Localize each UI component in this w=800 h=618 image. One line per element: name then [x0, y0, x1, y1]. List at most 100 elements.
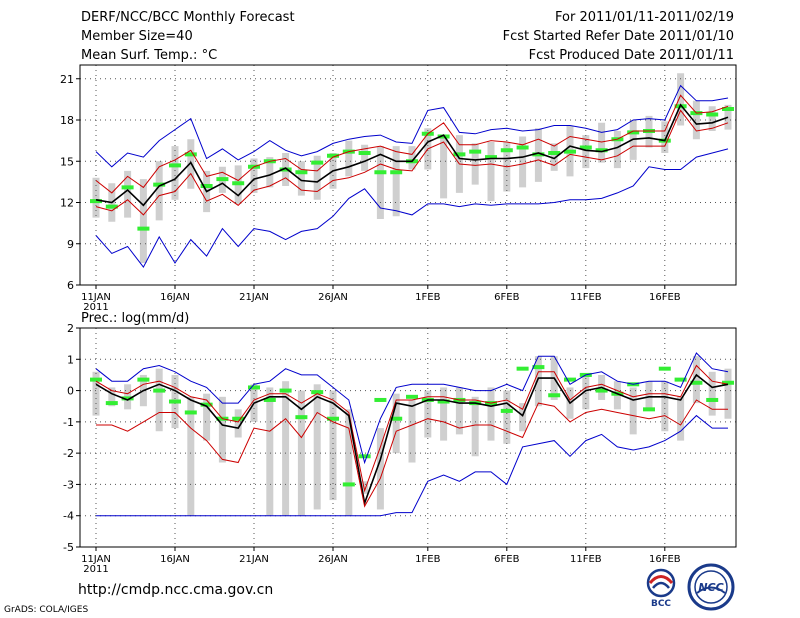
panel-1-x-tick-label: 6FEB: [494, 292, 519, 303]
panel-2-ensemble-marker: [674, 377, 687, 382]
source-url[interactable]: http://cmdp.ncc.cma.gov.cn: [78, 582, 274, 598]
panel-2-spread-bar: [661, 381, 669, 432]
panel-1-x-tick-label: 16JAN: [160, 292, 190, 303]
panel-2-ensemble-marker: [200, 402, 213, 407]
panel-1-ensemble-marker: [295, 170, 308, 175]
panel-1-ensemble-marker: [390, 170, 403, 175]
panel-2-ensemble-marker: [248, 385, 260, 390]
panel-1-spread-bar: [345, 140, 353, 177]
panel-2-spread-bar: [187, 396, 195, 516]
panel-1-spread-bar: [171, 146, 179, 200]
panel-1-ensemble-marker: [516, 145, 529, 150]
panel-1-spread-bar: [92, 177, 100, 218]
panel-2-upper-line: [95, 364, 729, 493]
panel-1-ensemble-marker: [374, 170, 387, 175]
panel-2-ensemble-marker: [342, 482, 355, 487]
panel-1-ensemble-marker: [200, 184, 213, 188]
panel-2-spread-bar: [234, 409, 242, 438]
panel-1-y-tick-label: 12: [60, 197, 74, 210]
panel-1-ensemble-marker: [279, 167, 292, 172]
panel-2-ensemble-marker: [279, 388, 292, 393]
panel-2-spread-bar: [503, 390, 511, 444]
panel-1-ensemble-marker: [627, 130, 640, 135]
panel-1-ensemble-marker: [453, 152, 466, 157]
panel-1-x-tick-label: 11FEB: [570, 292, 602, 303]
panel-1-ensemble-marker: [722, 107, 734, 111]
panel-2-ensemble-marker: [690, 380, 703, 385]
panel-2-frame: [79, 327, 737, 548]
panel-2-spread-bar: [361, 481, 369, 494]
bcc-logo-text: BCC: [651, 599, 671, 608]
panel-2-spread-bar: [708, 371, 716, 416]
panel-1-ensemble-marker: [706, 112, 719, 117]
panel-1-ensemble-marker: [327, 153, 339, 158]
panel-2-spread-bar: [313, 384, 321, 510]
panel-2-x-tick-label: 6FEB: [494, 554, 519, 565]
panel-2-y-tick-label: -2: [63, 447, 74, 460]
panel-1-spread-bar: [361, 144, 369, 171]
panel-1-ensemble-marker: [232, 181, 245, 186]
member-size: Member Size=40: [81, 29, 193, 44]
panel-2-y-tick-label: -1: [63, 416, 74, 429]
panel-1-y-tick-label: 15: [60, 155, 74, 168]
panel-2-ensemble-marker: [406, 394, 418, 399]
panel-2-ensemble-marker: [706, 397, 719, 402]
panel-1-ensemble-marker: [216, 177, 229, 182]
panel-1-spread-bar: [724, 104, 732, 130]
panel-2-mean-line: [95, 373, 729, 507]
panel-2-spread-bar: [519, 403, 527, 432]
panel-1-spread-bar: [487, 142, 495, 202]
panel-2-ensemble-marker: [311, 390, 324, 395]
panel-2-x-tick-label: 1FEB: [415, 554, 440, 565]
grads-credit: GrADS: COLA/IGES: [4, 605, 89, 615]
panel-1-ensemble-marker: [137, 226, 150, 231]
panel-2-y-tick-label: 1: [67, 353, 74, 366]
panel-2-y-tick-label: 2: [67, 322, 74, 335]
panel-2-x-tick-label: 11JAN: [81, 554, 111, 565]
panel-1-ensemble-marker: [548, 151, 561, 155]
panel-1-ensemble-marker: [105, 204, 118, 209]
panel-1-x-tick-label: 26JAN: [318, 292, 348, 303]
panel-2-ensemble-marker: [232, 416, 245, 421]
panel-2-ensemble-marker: [595, 388, 608, 393]
panel-2-spread-bar: [408, 399, 416, 463]
panel-1-y-tick-label: 21: [60, 73, 74, 86]
panel-2-ensemble-marker: [90, 377, 102, 382]
panel-1-spread-bar: [313, 155, 321, 200]
panel-1-spread-bar: [376, 146, 384, 219]
ncc-logo-text: NCC: [698, 581, 723, 594]
panel-2-ensemble-marker: [437, 399, 450, 404]
panel-1-ensemble-marker: [121, 185, 134, 190]
panel-2-spread-bar: [677, 396, 685, 441]
panel-1-ensemble-marker: [153, 182, 166, 187]
panel-2-ensemble-marker: [327, 416, 339, 421]
panel-1-spread-bar: [661, 121, 669, 153]
panel-2-ensemble-marker: [137, 377, 150, 382]
panel-2-year-label: 2011: [83, 564, 108, 575]
panel-1-spread-bar: [139, 179, 147, 263]
panel-1-max-line: [95, 84, 729, 168]
panel-1-year-label: 2011: [83, 302, 108, 313]
panel-2-y-tick-label: 0: [67, 385, 74, 398]
panel-2-min-line: [96, 414, 728, 517]
panel-2-spread-bar: [424, 390, 432, 438]
panel-2-x-tick-label: 16FEB: [649, 554, 681, 565]
chart-title: DERF/NCC/BCC Monthly Forecast: [81, 10, 295, 25]
panel-1-ensemble-marker: [311, 160, 324, 165]
panel-1-ensemble-marker: [579, 145, 592, 150]
panel-2-ensemble-marker: [153, 388, 166, 393]
panel-2-spread-bar: [203, 393, 211, 441]
panel-2-ensemble-marker: [184, 410, 197, 415]
panel-2-ensemble-marker: [564, 377, 576, 382]
panel-2-spread-bar: [692, 356, 700, 404]
panel-2-spread-bar: [345, 409, 353, 516]
panel-1-ensemble-marker: [564, 149, 576, 154]
panel-2-ensemble-marker: [500, 408, 513, 413]
panel-2-spread-bar: [455, 387, 463, 435]
panel-2-spread-bar: [582, 374, 590, 410]
panel-1-frame: [79, 64, 737, 286]
panel-2-ensemble-marker: [263, 397, 276, 402]
panel-1-ensemble-marker: [90, 199, 102, 204]
panel-2-ensemble-marker: [722, 380, 734, 385]
